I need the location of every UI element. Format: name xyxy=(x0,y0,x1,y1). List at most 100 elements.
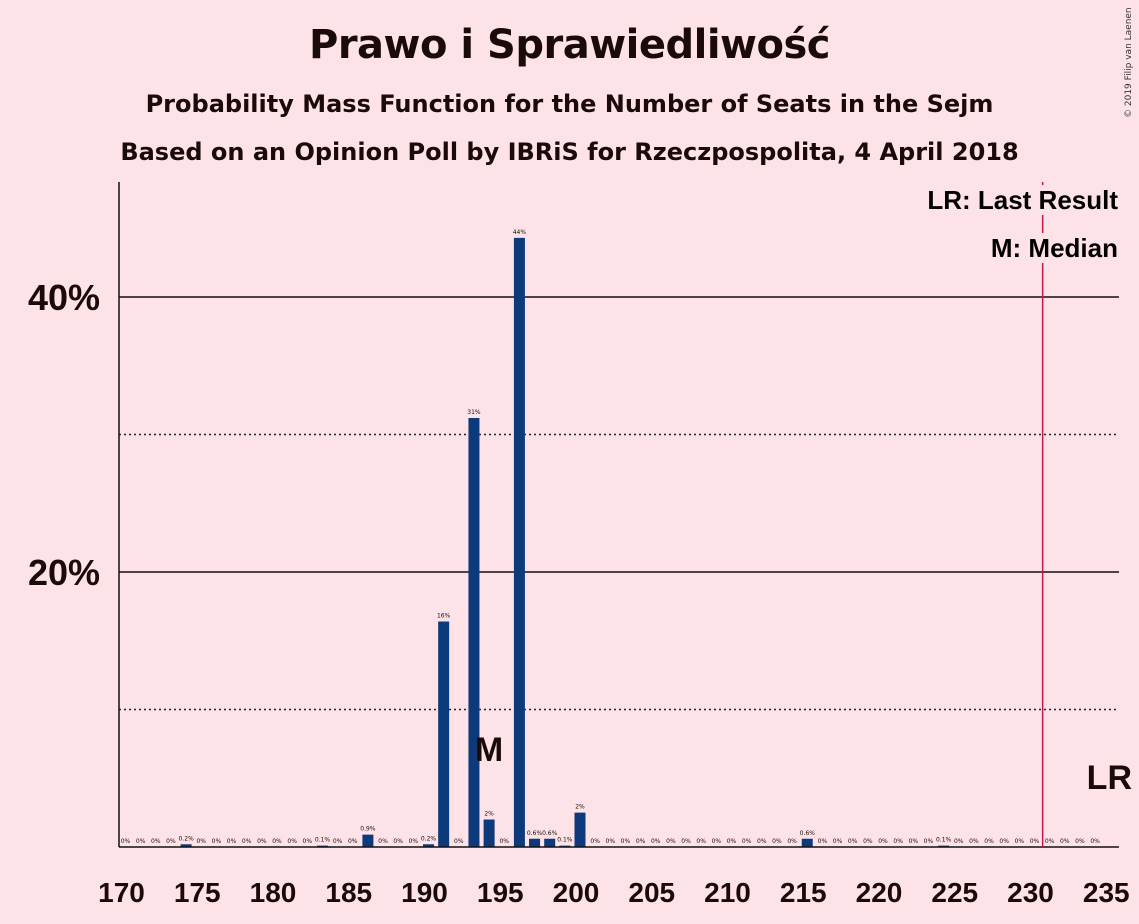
bar-label-200: 2% xyxy=(575,804,585,811)
bar-label-209: 0% xyxy=(712,838,722,845)
bar-label-199: 0.1% xyxy=(557,837,573,844)
bar-label-186: 0.9% xyxy=(360,826,376,833)
bar-label-206: 0% xyxy=(666,838,676,845)
bar-label-222: 0% xyxy=(909,838,919,845)
bar-label-218: 0% xyxy=(848,838,858,845)
legend-median: M: Median xyxy=(991,233,1118,263)
bar-label-234: 0% xyxy=(1090,838,1100,845)
bar-label-223: 0% xyxy=(924,838,934,845)
bar-label-185: 0% xyxy=(348,838,358,845)
bar-label-219: 0% xyxy=(863,838,873,845)
bar-label-202: 0% xyxy=(606,838,616,845)
bar-label-178: 0% xyxy=(242,838,252,845)
x-tick-label-220: 220 xyxy=(856,877,903,908)
bar-194 xyxy=(483,819,495,847)
bar-label-179: 0% xyxy=(257,838,267,845)
bar-label-215: 0.6% xyxy=(800,830,816,837)
grid-lines xyxy=(119,296,1119,711)
bar-label-188: 0% xyxy=(393,838,403,845)
legend-bg xyxy=(986,233,1122,263)
bar-190 xyxy=(423,844,434,847)
bar-label-233: 0% xyxy=(1075,838,1085,845)
bar-label-194: 2% xyxy=(484,811,494,818)
bar-200 xyxy=(574,812,586,847)
bar-label-197: 0.6% xyxy=(527,830,543,837)
bar-label-217: 0% xyxy=(833,838,843,845)
bar-label-231: 0% xyxy=(1045,838,1055,845)
bar-label-210: 0% xyxy=(727,838,737,845)
bar-197 xyxy=(529,838,541,847)
x-tick-label-185: 185 xyxy=(325,877,372,908)
y-tick-label: 40% xyxy=(28,277,100,318)
bar-label-176: 0% xyxy=(212,838,222,845)
legend-group: LR: Last Result M: Median xyxy=(923,185,1123,263)
median-label: M xyxy=(475,731,503,769)
bar-186 xyxy=(362,834,374,847)
bar-label-174: 0.2% xyxy=(178,835,194,842)
x-tick-label-215: 215 xyxy=(780,877,827,908)
y-tick-label: 20% xyxy=(28,552,100,593)
x-tick-label-205: 205 xyxy=(628,877,675,908)
legend-last-result: LR: Last Result xyxy=(927,185,1118,215)
bar-label-228: 0% xyxy=(999,838,1009,845)
x-tick-label-230: 230 xyxy=(1007,877,1054,908)
bar-196 xyxy=(513,237,525,847)
bar-label-226: 0% xyxy=(969,838,979,845)
bar-label-204: 0% xyxy=(636,838,646,845)
bar-label-189: 0% xyxy=(409,838,419,845)
bar-label-173: 0% xyxy=(166,838,176,845)
bar-label-225: 0% xyxy=(954,838,964,845)
x-tick-label-225: 225 xyxy=(931,877,978,908)
bar-label-232: 0% xyxy=(1060,838,1070,845)
y-tick-bg xyxy=(18,550,108,594)
bar-label-192: 0% xyxy=(454,838,464,845)
bar-198 xyxy=(544,838,556,847)
chart-subtitle: Probability Mass Function for the Number… xyxy=(145,90,994,118)
bar-174 xyxy=(180,844,192,847)
x-tick-label-200: 200 xyxy=(553,877,600,908)
x-tick-label-180: 180 xyxy=(250,877,297,908)
x-tick-label-195: 195 xyxy=(477,877,524,908)
bar-label-211: 0% xyxy=(742,838,752,845)
bar-label-220: 0% xyxy=(878,838,888,845)
bar-label-183: 0.1% xyxy=(315,837,331,844)
bar-label-208: 0% xyxy=(696,838,706,845)
bar-label-171: 0% xyxy=(136,838,146,845)
legend-bg xyxy=(923,185,1123,215)
x-tick-label-170: 170 xyxy=(98,877,145,908)
bar-label-214: 0% xyxy=(787,838,797,845)
bar-labels-group: 0% 0% 0% 0% 0.2% 0% 0% 0% 0% 0% 0% 0% 0% 0.1% 0% 0%0.9%… xyxy=(121,229,1100,845)
bar-label-201: 0% xyxy=(590,838,600,845)
bar-label-198: 0.6% xyxy=(542,830,558,837)
bar-label-207: 0% xyxy=(681,838,691,845)
bar-label-175: 0% xyxy=(196,838,206,845)
bar-label-181: 0% xyxy=(287,838,297,845)
bar-label-191: 16% xyxy=(437,613,451,620)
bar-label-213: 0% xyxy=(772,838,782,845)
bar-label-187: 0% xyxy=(378,838,388,845)
bar-label-170: 0% xyxy=(121,838,131,845)
bar-label-195: 0% xyxy=(499,838,509,845)
bar-label-172: 0% xyxy=(151,838,161,845)
bar-label-221: 0% xyxy=(893,838,903,845)
bar-label-227: 0% xyxy=(984,838,994,845)
bar-label-224: 0.1% xyxy=(936,837,952,844)
chart-title: Prawo i Sprawiedliwość xyxy=(309,22,831,68)
chart-subtitle-source: Based on an Opinion Poll by IBRiS for Rz… xyxy=(120,138,1019,166)
bar-191 xyxy=(438,621,450,847)
y-tick-bg xyxy=(18,275,108,319)
bar-label-229: 0% xyxy=(1015,838,1025,845)
bars-group xyxy=(180,237,950,847)
x-tick-label-190: 190 xyxy=(401,877,448,908)
bar-label-182: 0% xyxy=(303,838,313,845)
bar-193 xyxy=(468,418,480,847)
bar-label-190: 0.2% xyxy=(421,835,437,842)
bar-label-193: 31% xyxy=(467,409,481,416)
axes-group: 20% 40% 170 175 180 185 190 195 200 205 210 215 220 2… xyxy=(18,182,1130,908)
bar-label-203: 0% xyxy=(621,838,631,845)
bar-label-205: 0% xyxy=(651,838,661,845)
bar-215 xyxy=(801,838,813,847)
x-tick-label-235: 235 xyxy=(1083,877,1130,908)
bar-label-216: 0% xyxy=(818,838,828,845)
